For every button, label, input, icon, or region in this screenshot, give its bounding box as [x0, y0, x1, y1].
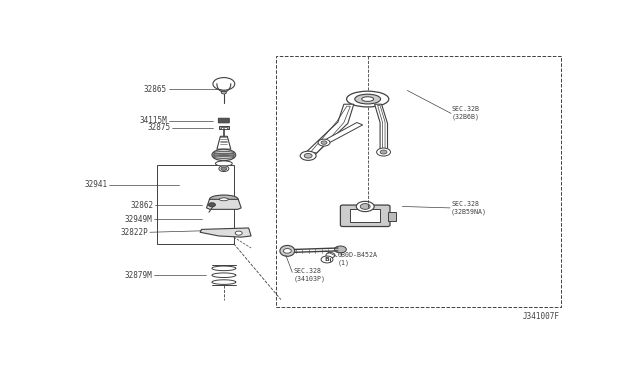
Circle shape: [213, 78, 235, 90]
Text: SEC.328
(32B59NA): SEC.328 (32B59NA): [451, 201, 487, 215]
Circle shape: [321, 256, 333, 263]
Circle shape: [300, 151, 316, 160]
Text: 34115M: 34115M: [139, 116, 167, 125]
Bar: [350, 209, 380, 222]
Circle shape: [335, 246, 346, 253]
Ellipse shape: [220, 198, 228, 201]
Polygon shape: [200, 228, 251, 237]
Text: SEC.32B
(32B6B): SEC.32B (32B6B): [452, 106, 480, 121]
Text: J341007F: J341007F: [523, 312, 560, 321]
Circle shape: [221, 91, 227, 94]
Circle shape: [356, 201, 374, 212]
Text: 0B0D-B452A
(1): 0B0D-B452A (1): [338, 253, 378, 266]
Ellipse shape: [347, 91, 388, 107]
Ellipse shape: [216, 161, 232, 166]
Ellipse shape: [209, 195, 238, 203]
Circle shape: [360, 203, 370, 209]
Bar: [157, 165, 234, 244]
Polygon shape: [303, 104, 354, 156]
Circle shape: [219, 166, 229, 171]
Ellipse shape: [280, 246, 295, 256]
Bar: [221, 127, 227, 129]
Circle shape: [304, 154, 312, 158]
Polygon shape: [322, 122, 363, 144]
FancyBboxPatch shape: [218, 118, 229, 123]
Text: 32949M: 32949M: [124, 215, 152, 224]
Text: 32875: 32875: [147, 123, 170, 132]
Circle shape: [236, 231, 242, 235]
Circle shape: [318, 139, 330, 146]
Ellipse shape: [362, 97, 374, 101]
Circle shape: [326, 253, 335, 258]
Polygon shape: [207, 199, 241, 209]
Circle shape: [209, 203, 216, 207]
Ellipse shape: [355, 94, 381, 104]
Text: SEC.328
(34103P): SEC.328 (34103P): [293, 268, 325, 282]
Text: 32862: 32862: [131, 201, 154, 209]
Bar: [219, 126, 229, 129]
Bar: [276, 56, 561, 307]
Text: 32941: 32941: [84, 180, 108, 189]
Circle shape: [380, 150, 387, 154]
Text: 32865: 32865: [143, 84, 167, 93]
Circle shape: [221, 167, 227, 170]
Circle shape: [376, 148, 390, 156]
Polygon shape: [217, 136, 231, 149]
Circle shape: [321, 141, 327, 144]
Circle shape: [284, 248, 291, 253]
Polygon shape: [374, 104, 388, 151]
Text: B: B: [324, 257, 330, 262]
Ellipse shape: [212, 149, 236, 161]
FancyBboxPatch shape: [340, 205, 390, 227]
Text: 32822P: 32822P: [120, 228, 148, 237]
Text: 32879M: 32879M: [124, 271, 152, 280]
Bar: [388, 212, 396, 221]
